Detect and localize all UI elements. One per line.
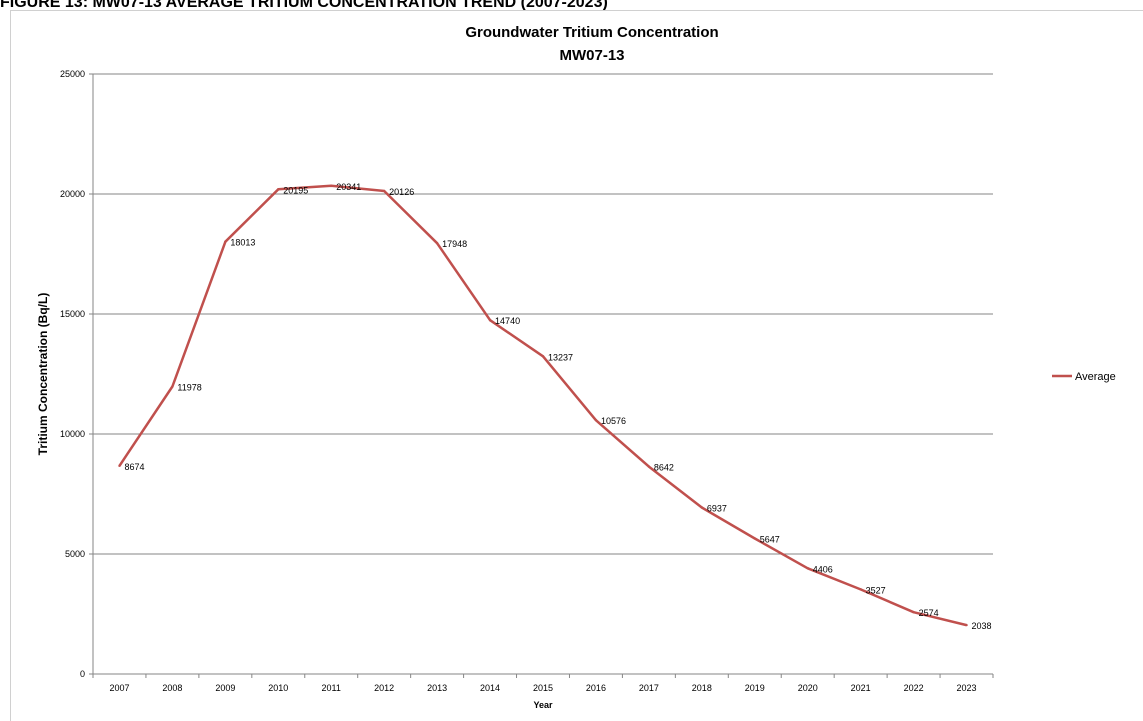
data-label: 10576 <box>601 416 626 426</box>
x-axis-ticks: 2007 2008 2009 2010 2011 2012 2013 2014 2015 2016… <box>92 674 994 693</box>
chart-frame <box>10 10 1143 721</box>
x-tick-label: 2016 <box>586 683 606 693</box>
data-label: 5647 <box>760 534 780 544</box>
data-label: 6937 <box>707 504 727 514</box>
x-tick-label: 2008 <box>162 683 182 693</box>
data-point <box>435 242 439 245</box>
data-label: 20195 <box>283 185 308 195</box>
y-tick-label: 5000 <box>65 549 85 559</box>
data-label: 20126 <box>389 187 414 197</box>
data-point <box>541 355 545 358</box>
x-tick-label: 2023 <box>957 683 977 693</box>
data-point <box>330 184 333 188</box>
data-labels: 8674 11978 18013 20195 20341 20126 17948 14740 1… <box>124 182 991 631</box>
figure-caption: FIGURE 13: MW07-13 AVERAGE TRITIUM CONCE… <box>0 0 608 11</box>
x-tick-label: 2012 <box>374 683 394 693</box>
chart-title: Groundwater Tritium Concentration <box>465 24 718 41</box>
x-tick-label: 2018 <box>692 683 712 693</box>
data-label: 20341 <box>336 182 361 192</box>
data-point <box>965 623 968 627</box>
gridlines <box>93 73 993 555</box>
data-point <box>382 189 386 193</box>
chart-subtitle: MW07-13 <box>559 47 624 64</box>
data-point <box>488 319 492 322</box>
data-label: 8674 <box>124 462 144 472</box>
x-tick-label: 2009 <box>215 683 235 693</box>
data-label: 2038 <box>972 621 992 631</box>
x-tick-label: 2019 <box>745 683 765 693</box>
y-axis-ticks: 0 5000 10000 15000 20000 25000 <box>60 69 93 679</box>
x-tick-label: 2007 <box>109 683 129 693</box>
data-point <box>277 188 280 191</box>
x-tick-label: 2022 <box>904 683 924 693</box>
data-point <box>171 385 174 388</box>
data-point <box>859 588 862 591</box>
data-label: 2574 <box>919 608 939 618</box>
data-label: 3527 <box>866 585 886 595</box>
data-point <box>912 611 915 614</box>
data-point <box>224 240 227 243</box>
data-label: 18013 <box>230 238 255 248</box>
data-label: 8642 <box>654 463 674 473</box>
data-point <box>118 464 121 468</box>
x-tick-label: 2020 <box>798 683 818 693</box>
series-layer <box>118 184 968 627</box>
x-tick-label: 2010 <box>268 683 288 693</box>
data-label: 17948 <box>442 239 467 249</box>
data-point <box>806 567 809 570</box>
data-point <box>647 465 651 468</box>
y-tick-label: 25000 <box>60 69 85 79</box>
x-tick-label: 2011 <box>322 683 341 693</box>
series-line-average <box>118 184 967 627</box>
y-axis-title: Tritium Concentration (Bq/L) <box>36 293 50 456</box>
data-label: 4406 <box>813 564 833 574</box>
x-tick-label: 2013 <box>427 683 447 693</box>
y-tick-label: 0 <box>80 669 85 679</box>
data-point <box>753 537 756 540</box>
legend: Average <box>1052 371 1116 383</box>
data-point <box>594 418 598 422</box>
data-label: 14740 <box>495 316 520 326</box>
x-axis-title: Year <box>533 700 553 710</box>
y-tick-label: 20000 <box>60 189 85 199</box>
data-label: 13237 <box>548 352 573 362</box>
x-tick-label: 2015 <box>533 683 553 693</box>
data-label: 11978 <box>177 383 201 393</box>
x-tick-label: 2017 <box>639 683 659 693</box>
y-tick-label: 15000 <box>60 309 85 319</box>
data-point <box>700 506 704 509</box>
y-tick-label: 10000 <box>60 429 85 439</box>
x-tick-label: 2021 <box>851 683 871 693</box>
legend-label: Average <box>1075 371 1116 383</box>
x-tick-label: 2014 <box>480 683 500 693</box>
